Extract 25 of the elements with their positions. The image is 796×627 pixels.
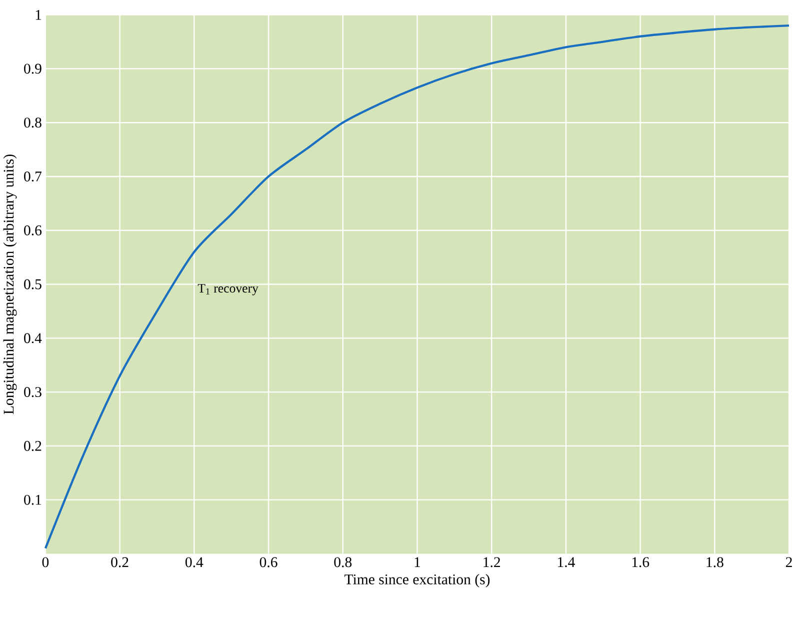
- annotation: T$_{1}$ recovery: [198, 284, 258, 296]
- y-axis-title: Longitudinal magnetization (arbitrary units): [3, 154, 17, 414]
- x-tick-label: 1: [414, 557, 420, 567]
- y-tick-label: 0.2: [24, 440, 42, 452]
- x-tick-label: 1.4: [558, 557, 575, 568]
- y-tick-label: 0.4: [24, 333, 42, 344]
- y-tick-label: 0.7: [24, 172, 42, 182]
- x-tick-label: 1.8: [706, 557, 724, 568]
- x-tick-label: 0.2: [111, 557, 128, 568]
- y-tick-label: 1: [36, 10, 42, 20]
- x-tick-label: 0.6: [260, 557, 278, 568]
- x-tick-label: 1.2: [484, 557, 500, 568]
- x-axis-title: Time since excitation (s): [344, 574, 490, 588]
- y-tick-label: 0.3: [24, 387, 42, 398]
- y-tick-label: 0.8: [24, 118, 42, 128]
- y-tick-label: 0.9: [24, 64, 42, 74]
- x-tick-label: 0: [42, 557, 49, 568]
- x-tick-label: 1.6: [632, 557, 650, 568]
- y-tick-label: 0.1: [24, 494, 42, 505]
- line-series: [44, 24, 790, 550]
- x-tick-label: 0.8: [334, 557, 352, 568]
- y-tick-label: 0.6: [24, 225, 42, 236]
- x-tick-label: 2: [786, 557, 792, 568]
- x-tick-label: 0.4: [185, 557, 204, 568]
- y-tick-label: 0.5: [24, 279, 42, 290]
